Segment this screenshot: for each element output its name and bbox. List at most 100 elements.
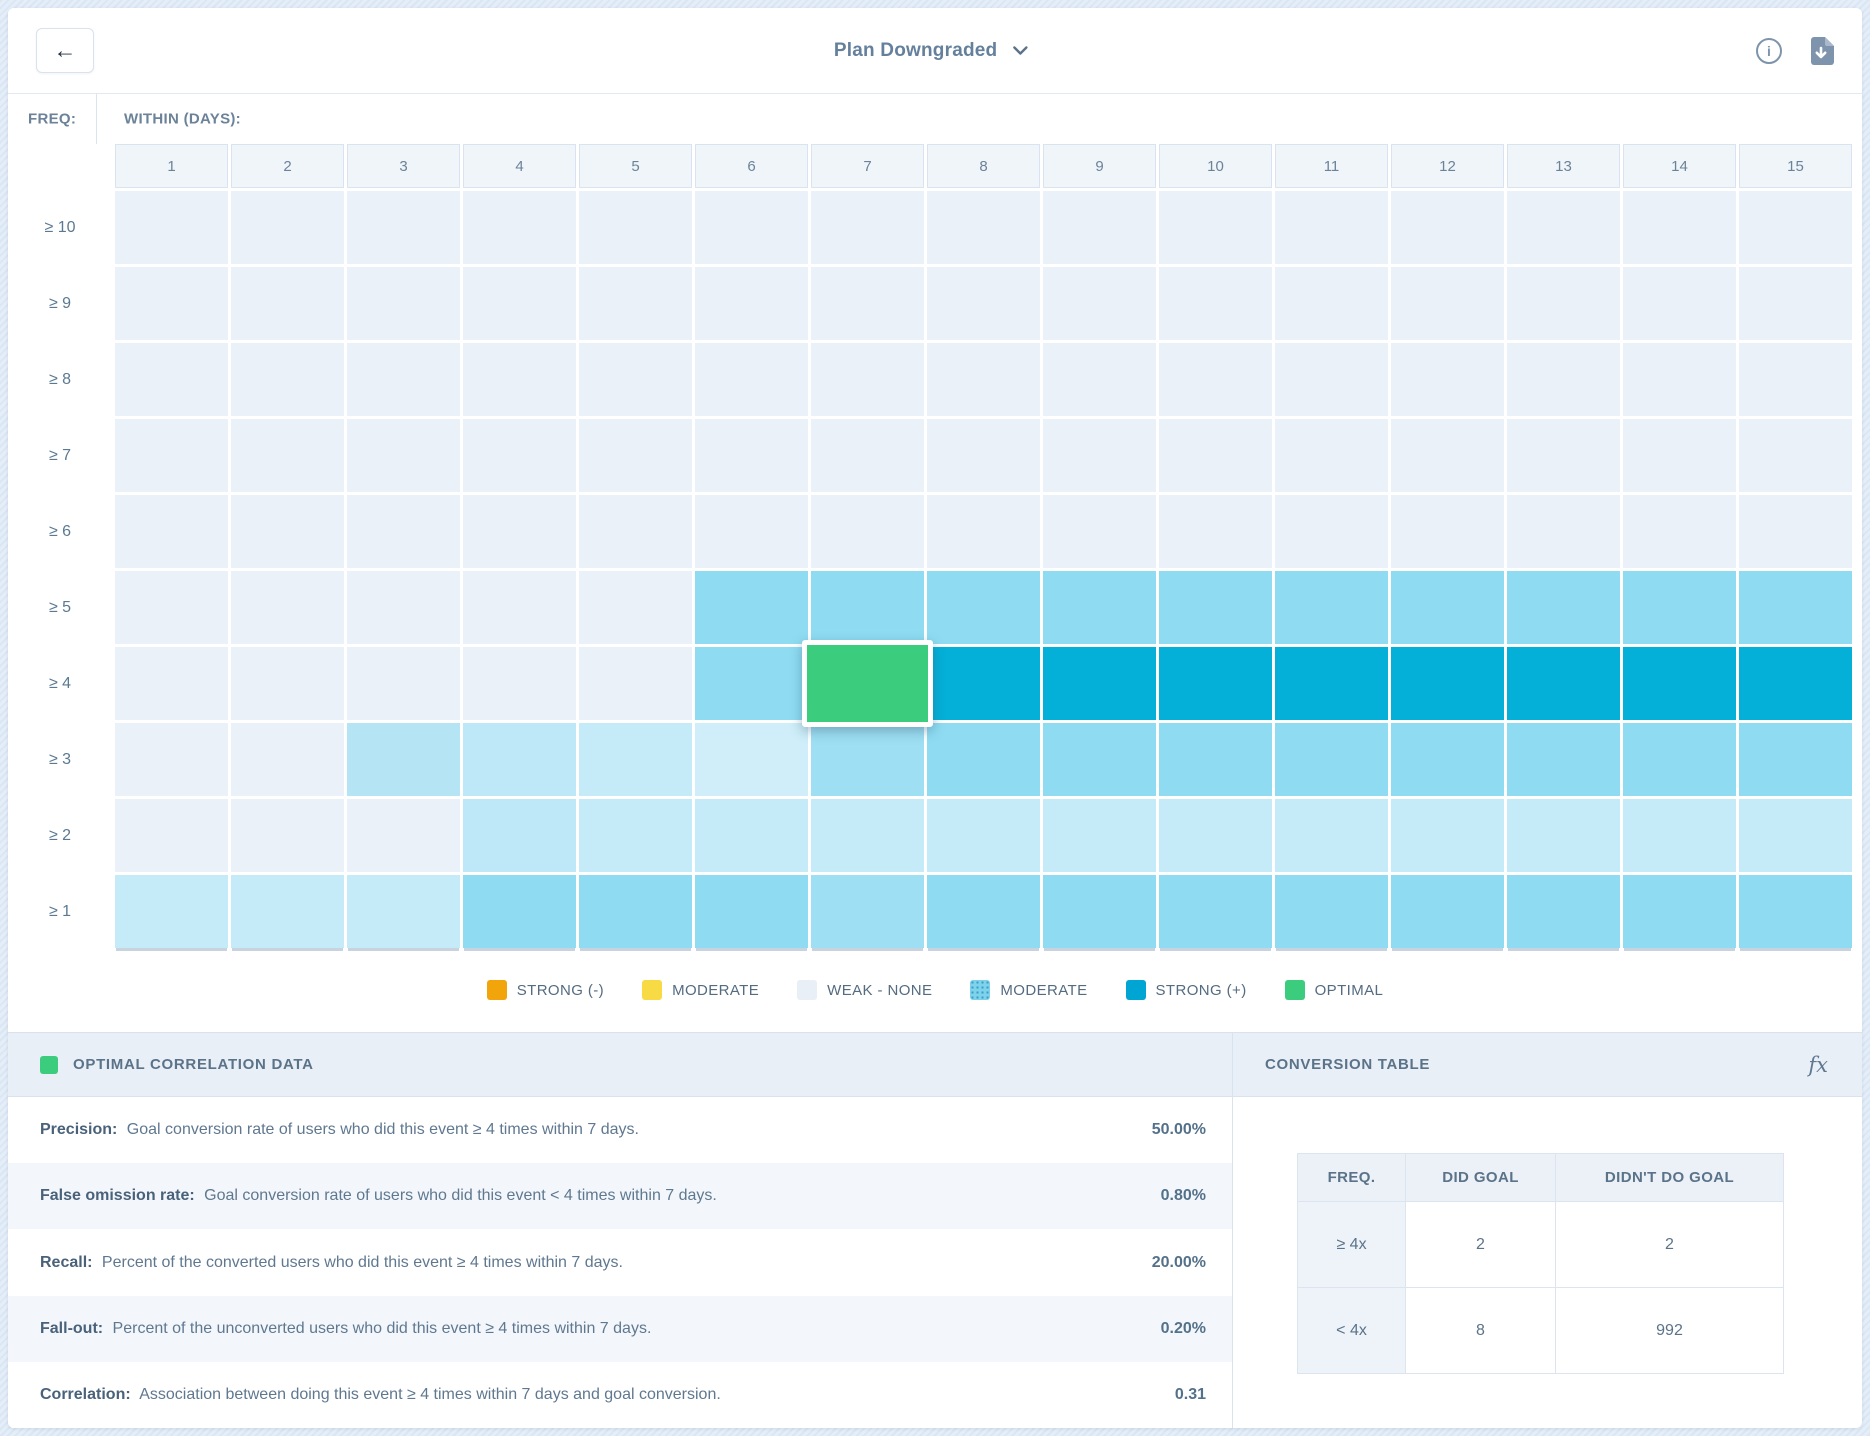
heatmap-cell[interactable] bbox=[1507, 571, 1620, 644]
heatmap-cell[interactable] bbox=[1507, 191, 1620, 264]
heatmap-cell[interactable] bbox=[695, 191, 808, 264]
heatmap-cell[interactable] bbox=[347, 875, 460, 948]
heatmap-cell[interactable] bbox=[811, 723, 924, 796]
heatmap-cell[interactable] bbox=[927, 191, 1040, 264]
heatmap-cell[interactable] bbox=[463, 571, 576, 644]
heatmap-cell[interactable] bbox=[1391, 723, 1504, 796]
heatmap-cell[interactable] bbox=[811, 191, 924, 264]
heatmap-cell[interactable] bbox=[347, 647, 460, 720]
heatmap-cell[interactable] bbox=[695, 267, 808, 340]
heatmap-cell[interactable] bbox=[1275, 191, 1388, 264]
heatmap-cell[interactable] bbox=[1159, 647, 1272, 720]
heatmap-cell[interactable] bbox=[579, 571, 692, 644]
heatmap-cell[interactable] bbox=[1159, 419, 1272, 492]
heatmap-cell[interactable] bbox=[347, 191, 460, 264]
heatmap-cell[interactable] bbox=[1275, 419, 1388, 492]
heatmap-cell[interactable] bbox=[1507, 495, 1620, 568]
heatmap-cell[interactable] bbox=[1623, 723, 1736, 796]
heatmap-cell[interactable] bbox=[347, 267, 460, 340]
heatmap-cell[interactable] bbox=[231, 875, 344, 948]
heatmap-cell[interactable] bbox=[231, 647, 344, 720]
heatmap-cell[interactable] bbox=[1159, 723, 1272, 796]
heatmap-cell[interactable] bbox=[811, 875, 924, 948]
heatmap-cell[interactable] bbox=[811, 267, 924, 340]
heatmap-cell[interactable] bbox=[347, 495, 460, 568]
heatmap-cell[interactable] bbox=[115, 495, 228, 568]
heatmap-cell[interactable] bbox=[1043, 799, 1156, 872]
heatmap-cell[interactable] bbox=[1391, 419, 1504, 492]
heatmap-cell[interactable] bbox=[579, 799, 692, 872]
heatmap-cell[interactable] bbox=[1739, 571, 1852, 644]
heatmap-cell[interactable] bbox=[231, 343, 344, 416]
heatmap-cell[interactable] bbox=[115, 875, 228, 948]
heatmap-cell[interactable] bbox=[1275, 267, 1388, 340]
heatmap-cell[interactable] bbox=[231, 419, 344, 492]
heatmap-cell[interactable] bbox=[1043, 191, 1156, 264]
heatmap-cell[interactable] bbox=[1391, 647, 1504, 720]
heatmap-cell[interactable] bbox=[1507, 723, 1620, 796]
heatmap-cell[interactable] bbox=[1623, 647, 1736, 720]
heatmap-cell[interactable] bbox=[115, 267, 228, 340]
heatmap-cell[interactable] bbox=[115, 799, 228, 872]
heatmap-cell[interactable] bbox=[1043, 571, 1156, 644]
heatmap-cell[interactable] bbox=[927, 571, 1040, 644]
heatmap-cell[interactable] bbox=[463, 191, 576, 264]
heatmap-cell[interactable] bbox=[1275, 571, 1388, 644]
heatmap-cell[interactable] bbox=[1043, 875, 1156, 948]
heatmap-cell[interactable] bbox=[1739, 343, 1852, 416]
heatmap-cell[interactable] bbox=[1159, 875, 1272, 948]
heatmap-cell[interactable] bbox=[695, 571, 808, 644]
info-icon[interactable]: i bbox=[1756, 37, 1782, 64]
heatmap-cell[interactable] bbox=[1159, 343, 1272, 416]
heatmap-cell[interactable] bbox=[1623, 267, 1736, 340]
heatmap-cell[interactable] bbox=[927, 419, 1040, 492]
heatmap-cell[interactable] bbox=[231, 799, 344, 872]
heatmap-cell[interactable] bbox=[1043, 723, 1156, 796]
heatmap-cell[interactable] bbox=[579, 191, 692, 264]
heatmap-cell[interactable] bbox=[695, 723, 808, 796]
heatmap-cell[interactable] bbox=[347, 419, 460, 492]
heatmap-cell[interactable] bbox=[1623, 799, 1736, 872]
heatmap-cell[interactable] bbox=[1275, 495, 1388, 568]
heatmap-cell[interactable] bbox=[1739, 419, 1852, 492]
heatmap-cell[interactable] bbox=[1391, 875, 1504, 948]
heatmap-cell[interactable] bbox=[927, 343, 1040, 416]
heatmap-cell[interactable] bbox=[1391, 571, 1504, 644]
heatmap-cell[interactable] bbox=[695, 343, 808, 416]
heatmap-cell[interactable] bbox=[1043, 419, 1156, 492]
heatmap-cell[interactable] bbox=[1739, 799, 1852, 872]
heatmap-cell[interactable] bbox=[579, 647, 692, 720]
back-button[interactable]: ← bbox=[36, 28, 94, 73]
heatmap-cell[interactable] bbox=[347, 571, 460, 644]
heatmap-cell[interactable] bbox=[1275, 799, 1388, 872]
heatmap-cell[interactable] bbox=[811, 343, 924, 416]
heatmap-cell[interactable] bbox=[231, 267, 344, 340]
heatmap-cell[interactable] bbox=[927, 723, 1040, 796]
heatmap-cell[interactable] bbox=[1391, 343, 1504, 416]
heatmap-cell[interactable] bbox=[927, 495, 1040, 568]
heatmap-cell[interactable] bbox=[1159, 799, 1272, 872]
heatmap-cell[interactable] bbox=[1507, 799, 1620, 872]
heatmap-cell[interactable] bbox=[811, 799, 924, 872]
title-dropdown[interactable]: Plan Downgraded bbox=[834, 40, 1029, 62]
heatmap-cell[interactable] bbox=[695, 495, 808, 568]
download-export-icon[interactable] bbox=[1808, 36, 1834, 65]
heatmap-cell[interactable] bbox=[802, 640, 933, 727]
heatmap-cell[interactable] bbox=[1507, 647, 1620, 720]
heatmap-cell[interactable] bbox=[115, 647, 228, 720]
heatmap-cell[interactable] bbox=[811, 495, 924, 568]
heatmap-cell[interactable] bbox=[1623, 875, 1736, 948]
heatmap-cell[interactable] bbox=[1739, 267, 1852, 340]
heatmap-cell[interactable] bbox=[115, 723, 228, 796]
heatmap-cell[interactable] bbox=[811, 571, 924, 644]
fx-formula-icon[interactable]: fx bbox=[1808, 1052, 1828, 1077]
heatmap-cell[interactable] bbox=[1391, 495, 1504, 568]
heatmap-cell[interactable] bbox=[463, 495, 576, 568]
heatmap-cell[interactable] bbox=[231, 723, 344, 796]
heatmap-cell[interactable] bbox=[1159, 267, 1272, 340]
heatmap-cell[interactable] bbox=[1391, 191, 1504, 264]
heatmap-cell[interactable] bbox=[1739, 875, 1852, 948]
heatmap-cell[interactable] bbox=[1739, 647, 1852, 720]
heatmap-cell[interactable] bbox=[1623, 495, 1736, 568]
heatmap-cell[interactable] bbox=[1159, 495, 1272, 568]
